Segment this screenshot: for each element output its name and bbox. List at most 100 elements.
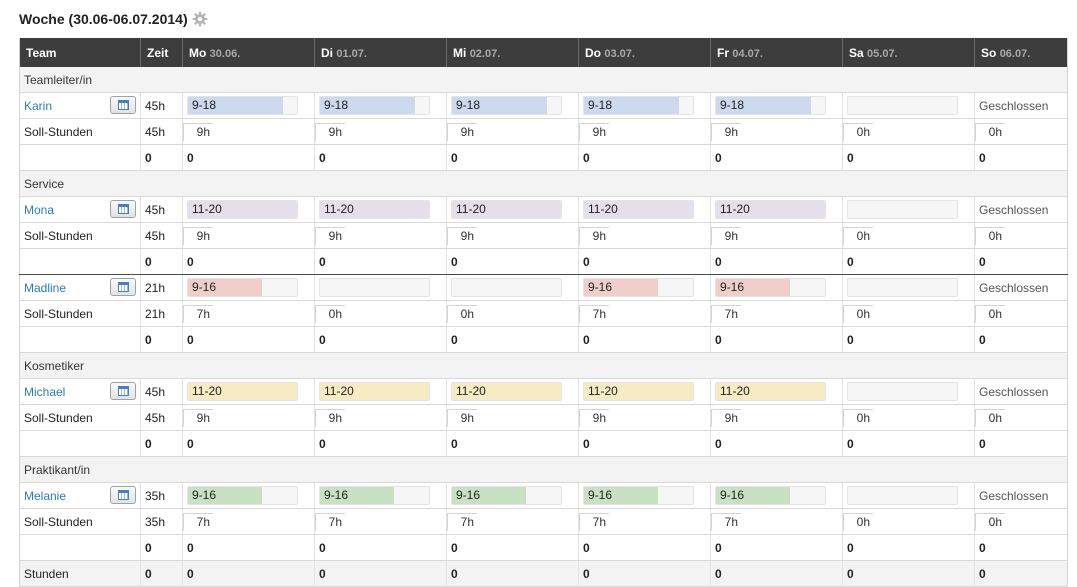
soll-input[interactable]: 9h bbox=[711, 408, 741, 427]
shift-input[interactable]: 11-20 bbox=[583, 200, 694, 219]
shift-duration-bar bbox=[188, 201, 297, 218]
calendar-button[interactable] bbox=[110, 96, 136, 114]
soll-input[interactable]: 9h bbox=[183, 122, 213, 141]
soll-input[interactable]: 0h bbox=[843, 304, 873, 323]
soll-input[interactable]: 9h bbox=[579, 226, 609, 245]
soll-input[interactable]: 9h bbox=[183, 226, 213, 245]
soll-input[interactable]: 0h bbox=[315, 304, 345, 323]
shift-input[interactable]: 9-16 bbox=[583, 486, 694, 505]
soll-input[interactable]: 7h bbox=[579, 304, 609, 323]
soll-input[interactable]: 0h bbox=[975, 304, 1005, 323]
shift-input[interactable]: 11-20 bbox=[715, 200, 826, 219]
shift-input[interactable]: 11-20 bbox=[451, 200, 562, 219]
total-value: 0 bbox=[974, 144, 1068, 171]
shift-input[interactable] bbox=[847, 278, 958, 297]
shift-input[interactable] bbox=[847, 486, 958, 505]
soll-input[interactable]: 0h bbox=[975, 408, 1005, 427]
shift-input[interactable] bbox=[319, 278, 430, 297]
shift-text: 9-16 bbox=[720, 280, 745, 294]
employee-name-link[interactable]: Melanie bbox=[24, 488, 67, 503]
total-value: 0 bbox=[710, 430, 843, 457]
soll-input[interactable]: 7h bbox=[579, 512, 609, 531]
shift-input[interactable]: 9-18 bbox=[583, 96, 694, 115]
soll-cell: 0h bbox=[974, 222, 1068, 249]
shift-input[interactable]: 9-18 bbox=[451, 96, 562, 115]
shift-input[interactable]: 11-20 bbox=[451, 382, 562, 401]
soll-input[interactable]: 7h bbox=[711, 512, 741, 531]
shift-text: 9-18 bbox=[720, 98, 745, 112]
shift-text: 9-16 bbox=[192, 488, 217, 502]
shift-input[interactable]: 11-20 bbox=[715, 382, 826, 401]
calendar-button[interactable] bbox=[110, 382, 136, 400]
calendar-button[interactable] bbox=[110, 278, 136, 296]
soll-input[interactable]: 0h bbox=[975, 122, 1005, 141]
shift-input[interactable]: 11-20 bbox=[583, 382, 694, 401]
shift-input[interactable]: 9-16 bbox=[583, 278, 694, 297]
employee-name-link[interactable]: Michael bbox=[24, 384, 66, 399]
soll-cell: 0h bbox=[446, 300, 579, 327]
shift-input[interactable]: 9-18 bbox=[187, 96, 298, 115]
section-title: Service bbox=[19, 170, 1068, 197]
total-value: 0 bbox=[182, 326, 315, 353]
soll-input[interactable]: 9h bbox=[711, 226, 741, 245]
shift-input[interactable] bbox=[451, 278, 562, 297]
soll-cell: 7h bbox=[578, 508, 711, 535]
shift-input[interactable]: 11-20 bbox=[319, 382, 430, 401]
soll-input[interactable]: 7h bbox=[183, 304, 213, 323]
soll-input[interactable]: 9h bbox=[315, 226, 345, 245]
shift-input[interactable]: 9-18 bbox=[715, 96, 826, 115]
shift-input[interactable]: 9-16 bbox=[187, 278, 298, 297]
total-label bbox=[19, 534, 141, 561]
soll-input[interactable]: 9h bbox=[447, 122, 477, 141]
soll-input[interactable]: 0h bbox=[447, 304, 477, 323]
shift-input[interactable]: 9-16 bbox=[319, 486, 430, 505]
soll-input[interactable]: 9h bbox=[711, 122, 741, 141]
soll-input[interactable]: 0h bbox=[843, 122, 873, 141]
gear-icon[interactable] bbox=[192, 11, 208, 27]
calendar-button[interactable] bbox=[110, 200, 136, 218]
shift-input[interactable]: 9-16 bbox=[451, 486, 562, 505]
shift-cell: 11-20 bbox=[314, 378, 447, 405]
shift-input[interactable]: 11-20 bbox=[187, 200, 298, 219]
soll-input[interactable]: 9h bbox=[315, 122, 345, 141]
shift-input[interactable] bbox=[847, 382, 958, 401]
shift-input[interactable]: 11-20 bbox=[319, 200, 430, 219]
section-title: Kosmetiker bbox=[19, 352, 1068, 379]
employee-name-link[interactable]: Mona bbox=[24, 202, 55, 217]
employee-name-link[interactable]: Madline bbox=[24, 280, 67, 295]
employee-name-link[interactable]: Karin bbox=[24, 98, 53, 113]
shift-input[interactable]: 9-18 bbox=[319, 96, 430, 115]
soll-input[interactable]: 0h bbox=[843, 226, 873, 245]
shift-input[interactable]: 11-20 bbox=[187, 382, 298, 401]
shift-input[interactable] bbox=[847, 96, 958, 115]
total-value: 0 bbox=[974, 326, 1068, 353]
soll-input[interactable]: 7h bbox=[711, 304, 741, 323]
shift-input[interactable]: 9-16 bbox=[715, 486, 826, 505]
soll-input[interactable]: 9h bbox=[315, 408, 345, 427]
soll-input[interactable]: 0h bbox=[975, 226, 1005, 245]
soll-row: Soll-Stunden 45h 9h 9h 9h 9h 9h 0h 0h bbox=[19, 118, 1068, 145]
soll-input[interactable]: 7h bbox=[447, 512, 477, 531]
shift-duration-bar bbox=[188, 383, 297, 400]
soll-input[interactable]: 9h bbox=[447, 226, 477, 245]
soll-cell: 0h bbox=[842, 222, 975, 249]
soll-input[interactable]: 0h bbox=[975, 512, 1005, 531]
soll-input[interactable]: 7h bbox=[315, 512, 345, 531]
calendar-button[interactable] bbox=[110, 486, 136, 504]
soll-input[interactable]: 0h bbox=[843, 512, 873, 531]
soll-input[interactable]: 9h bbox=[447, 408, 477, 427]
soll-input[interactable]: 0h bbox=[843, 408, 873, 427]
footer-label: Stunden bbox=[19, 560, 141, 587]
soll-input[interactable]: 9h bbox=[579, 122, 609, 141]
shift-input[interactable]: 9-16 bbox=[715, 278, 826, 297]
total-value: 0 bbox=[578, 430, 711, 457]
shift-input[interactable] bbox=[847, 200, 958, 219]
page-title: Woche (30.06-06.07.2014) bbox=[19, 9, 208, 29]
soll-input[interactable]: 7h bbox=[183, 512, 213, 531]
shift-input[interactable]: 9-16 bbox=[187, 486, 298, 505]
shift-cell: 11-20 bbox=[446, 196, 579, 223]
total-value: 0 bbox=[710, 144, 843, 171]
closed-label: Geschlossen bbox=[979, 384, 1049, 399]
soll-input[interactable]: 9h bbox=[579, 408, 609, 427]
soll-input[interactable]: 9h bbox=[183, 408, 213, 427]
